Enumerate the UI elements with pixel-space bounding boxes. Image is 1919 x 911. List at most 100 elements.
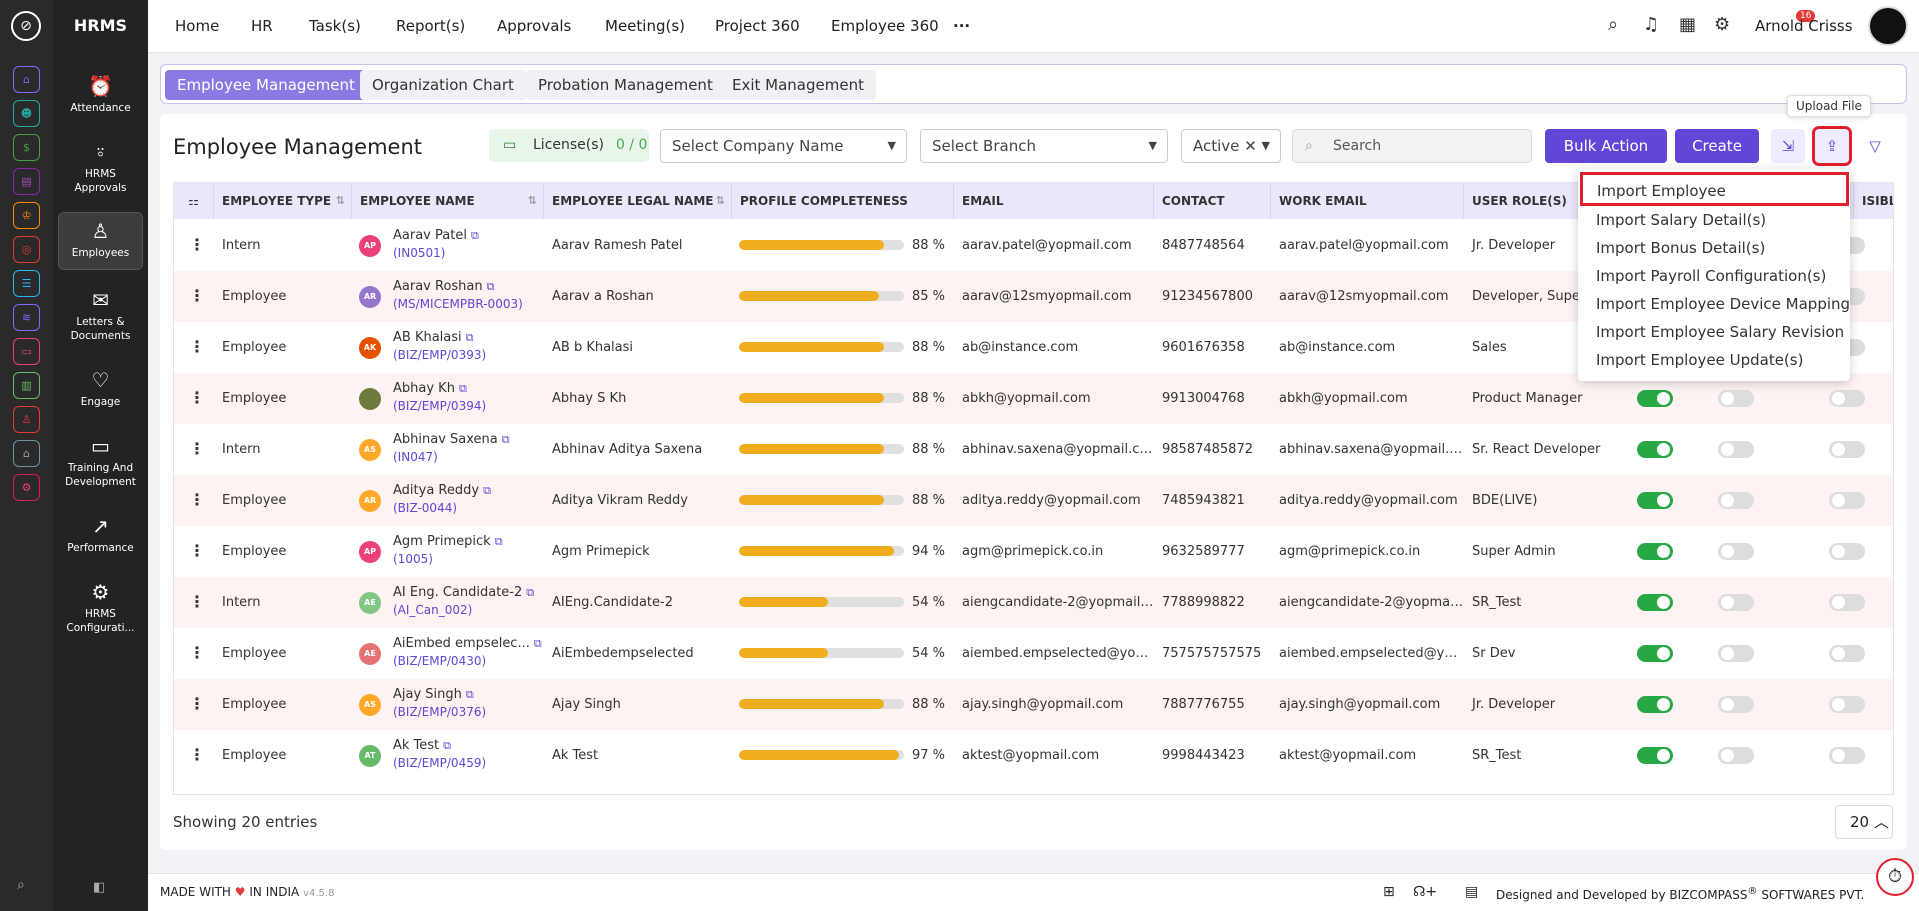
bag-app-icon[interactable]: ▤ <box>13 168 40 195</box>
external-link-icon[interactable]: ⧉ <box>443 739 452 752</box>
bell-icon[interactable]: ♫ <box>1643 14 1660 35</box>
table-row[interactable]: ⋮ Employee AE AiEmbed empselec... ⧉ (BIZ/EMP/… <box>174 628 1893 679</box>
row-menu-icon[interactable]: ⋮ <box>189 337 205 356</box>
login-toggle[interactable] <box>1718 645 1754 662</box>
login-toggle[interactable] <box>1718 594 1754 611</box>
status-toggle[interactable] <box>1637 390 1673 407</box>
search-icon[interactable]: ⌕ <box>1608 14 1619 35</box>
nav-hrms-configuration[interactable]: ⚙ HRMS Configurati... <box>58 574 143 640</box>
visible-toggle[interactable] <box>1829 390 1865 407</box>
external-link-icon[interactable]: ⧉ <box>483 484 491 497</box>
visible-toggle[interactable] <box>1829 645 1865 662</box>
home-app-icon[interactable]: ⌂ <box>13 66 40 93</box>
menu-item-import-employee[interactable]: Import Employee <box>1580 172 1849 206</box>
row-menu-icon[interactable]: ⋮ <box>189 745 205 764</box>
menu-item-import-salary-revision[interactable]: Import Employee Salary Revision <box>1596 323 1845 341</box>
avatar[interactable] <box>1868 6 1908 46</box>
status-toggle[interactable] <box>1637 543 1673 560</box>
employee-name[interactable]: Ajay Singh ⧉ <box>393 687 474 702</box>
column-settings-icon[interactable]: ⚏ <box>174 183 214 219</box>
menu-employee-360[interactable]: Employee 360 <box>831 17 939 35</box>
visible-toggle[interactable] <box>1829 696 1865 713</box>
nav-training[interactable]: ▭ Training And Development <box>58 428 143 494</box>
row-menu-icon[interactable]: ⋮ <box>189 643 205 662</box>
status-select[interactable]: Active ✕ ▼ <box>1181 129 1281 163</box>
layers-app-icon[interactable]: ≋ <box>13 304 40 331</box>
status-toggle[interactable] <box>1637 696 1673 713</box>
employee-name[interactable]: AB Khalasi ⧉ <box>393 330 474 345</box>
export-file-icon[interactable]: ⇲ <box>1771 129 1805 163</box>
employee-name[interactable]: Aditya Reddy ⧉ <box>393 483 491 498</box>
search-input[interactable]: ⌕ Search <box>1292 129 1532 163</box>
visible-toggle[interactable] <box>1829 441 1865 458</box>
money-app-icon[interactable]: $ <box>13 134 40 161</box>
external-link-icon[interactable]: ⧉ <box>501 433 510 446</box>
table-row[interactable]: ⋮ Employee AR Aditya Reddy ⧉ (BIZ-0044) Aditya… <box>174 475 1893 526</box>
menu-reports[interactable]: Report(s) <box>396 17 466 35</box>
external-link-icon[interactable]: ⧉ <box>494 535 503 548</box>
menu-item-import-updates[interactable]: Import Employee Update(s) <box>1596 351 1804 369</box>
row-menu-icon[interactable]: ⋮ <box>189 694 205 713</box>
login-toggle[interactable] <box>1718 390 1754 407</box>
row-menu-icon[interactable]: ⋮ <box>189 541 205 560</box>
visible-toggle[interactable] <box>1829 492 1865 509</box>
column-header[interactable]: EMPLOYEE NAME ⇅ <box>352 183 544 219</box>
column-header[interactable]: CONTACT <box>1154 183 1271 219</box>
monitor-app-icon[interactable]: ▭ <box>13 338 40 365</box>
language-icon[interactable]: ▤ <box>1465 884 1479 900</box>
external-link-icon[interactable]: ⧉ <box>533 637 542 650</box>
column-header[interactable]: WORK EMAIL <box>1271 183 1464 219</box>
nav-attendance[interactable]: ⏰ Attendance <box>58 68 143 120</box>
login-toggle[interactable] <box>1718 747 1754 764</box>
menu-project-360[interactable]: Project 360 <box>715 17 800 35</box>
external-link-icon[interactable]: ⧉ <box>458 382 467 395</box>
compass-logo-icon[interactable]: ⊘ <box>11 11 41 41</box>
doc-app-icon[interactable]: ▥ <box>13 372 40 399</box>
status-toggle[interactable] <box>1637 747 1673 764</box>
branch-select[interactable]: Select Branch ▼ <box>920 129 1168 163</box>
column-header[interactable]: ISIBLE <box>1862 194 1893 208</box>
table-row[interactable]: ⋮ Employee AS Ajay Singh ⧉ (BIZ/EMP/0376) Ajay… <box>174 679 1893 730</box>
person-app-icon[interactable]: ♙ <box>13 406 40 433</box>
page-size-select[interactable]: 20 ︿ <box>1835 805 1893 839</box>
gear-icon[interactable]: ⚙ <box>1714 14 1731 35</box>
support-icon[interactable]: ☊+ <box>1413 884 1438 900</box>
status-toggle[interactable] <box>1637 441 1673 458</box>
row-menu-icon[interactable]: ⋮ <box>189 439 205 458</box>
status-toggle[interactable] <box>1637 492 1673 509</box>
employee-name[interactable]: Ak Test ⧉ <box>393 738 452 753</box>
row-menu-icon[interactable]: ⋮ <box>189 286 205 305</box>
nav-hrms-approvals[interactable]: ⍤ HRMS Approvals <box>58 134 143 200</box>
row-menu-icon[interactable]: ⋮ <box>189 235 205 254</box>
more-menu-icon[interactable]: ··· <box>953 17 971 35</box>
visible-toggle[interactable] <box>1829 594 1865 611</box>
bulk-action-button[interactable]: Bulk Action <box>1545 129 1667 163</box>
table-row[interactable]: ⋮ Employee AP Agm Primepick ⧉ (1005) Agm Prime… <box>174 526 1893 577</box>
tab-probation-management[interactable]: Probation Management <box>526 70 725 100</box>
column-header[interactable]: EMPLOYEE TYPE ⇅ <box>214 183 352 219</box>
menu-meetings[interactable]: Meeting(s) <box>605 17 685 35</box>
collapse-sidebar-icon[interactable]: ◧ <box>93 880 106 895</box>
external-link-icon[interactable]: ⧉ <box>486 280 495 293</box>
menu-hr[interactable]: HR <box>251 17 273 35</box>
table-row[interactable]: ⋮ Employee AT Ak Test ⧉ (BIZ/EMP/0459) Ak Test… <box>174 730 1893 781</box>
column-header[interactable]: PROFILE COMPLETENESS <box>732 183 954 219</box>
tab-organization-chart[interactable]: Organization Chart <box>360 70 526 100</box>
table-row[interactable]: ⋮ Intern AE AI Eng. Candidate-2 ⧉ (AI_Can_002… <box>174 577 1893 628</box>
row-menu-icon[interactable]: ⋮ <box>189 490 205 509</box>
house-app-icon[interactable]: ⌂ <box>13 440 40 467</box>
tab-exit-management[interactable]: Exit Management <box>720 70 876 100</box>
login-toggle[interactable] <box>1718 492 1754 509</box>
external-link-icon[interactable]: ⧉ <box>465 688 474 701</box>
menu-item-import-device-mapping[interactable]: Import Employee Device Mapping <box>1596 295 1851 313</box>
menu-item-import-bonus[interactable]: Import Bonus Detail(s) <box>1596 239 1766 257</box>
employee-name[interactable]: Agm Primepick ⧉ <box>393 534 503 549</box>
login-toggle[interactable] <box>1718 696 1754 713</box>
menu-home[interactable]: Home <box>175 17 220 35</box>
user-name[interactable]: Arnold Crisss <box>1755 17 1853 35</box>
external-link-icon[interactable]: ⧉ <box>470 229 479 242</box>
employee-name[interactable]: Aarav Roshan ⧉ <box>393 279 495 294</box>
clear-icon[interactable]: ✕ <box>1244 137 1257 155</box>
employee-name[interactable]: AI Eng. Candidate-2 ⧉ <box>393 585 535 600</box>
target-app-icon[interactable]: ◎ <box>13 236 40 263</box>
